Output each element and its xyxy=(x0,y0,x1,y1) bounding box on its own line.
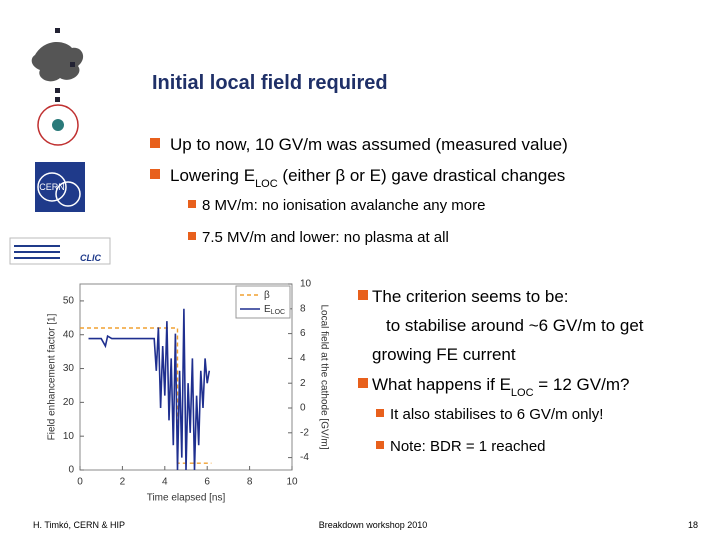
text-segment: growing FE current xyxy=(372,345,516,364)
chart: 0 2 4 6 8 10 0 10 20 30 40 50 -4 -2 0 2 4 6 8 10 Time elapse… xyxy=(47,279,330,504)
bullet-marker xyxy=(358,378,368,388)
text-segment: LOC xyxy=(511,387,534,399)
bullet-text: 8 MV/m: no ionisation avalanche any more xyxy=(202,197,485,214)
bullet-marker xyxy=(358,290,368,300)
footer-event: Breakdown workshop 2010 xyxy=(319,520,428,530)
bullet-marker xyxy=(150,138,160,148)
text-segment: Note: BDR = 1 reached xyxy=(390,438,546,455)
x-tick-label: 2 xyxy=(120,477,126,488)
bullet-text: It also stabilises to 6 GV/m only! xyxy=(390,406,603,423)
logo-cern: CERN xyxy=(35,162,85,212)
x-axis-title: Time elapsed [ns] xyxy=(147,493,226,504)
logo-ring xyxy=(37,97,79,146)
logo-text: CERN xyxy=(39,182,65,192)
text-segment: 8 MV/m: no ionisation avalanche any more xyxy=(202,197,485,214)
bullet-text: Lowering ELOC (either β or E) gave drast… xyxy=(170,166,565,190)
bullet-marker xyxy=(188,200,196,208)
bullet-text: Note: BDR = 1 reached xyxy=(390,438,546,455)
legend-label: β xyxy=(264,290,270,301)
bullet-text: to stabilise around ~6 GV/m to get xyxy=(386,316,644,335)
y-tick-label: 20 xyxy=(63,397,75,408)
text-segment: (either β or E) gave drastical changes xyxy=(278,166,566,185)
x-tick-label: 10 xyxy=(286,477,298,488)
text-segment: = 12 GV/m? xyxy=(534,375,630,394)
bullet-text: 7.5 MV/m and lower: no plasma at all xyxy=(202,229,449,246)
legend-subscript: LOC xyxy=(271,309,285,316)
bullet-text: growing FE current xyxy=(372,345,516,364)
legend-label: ELOC xyxy=(264,304,285,317)
x-tick-label: 0 xyxy=(77,477,83,488)
x-tick-label: 4 xyxy=(162,477,168,488)
y-axis-title: Field enhancement factor [1] xyxy=(47,313,58,440)
bullet-text: The criterion seems to be: xyxy=(372,287,569,306)
x-tick-label: 6 xyxy=(204,477,210,488)
y2-tick-label: 2 xyxy=(300,378,306,389)
legend-box xyxy=(235,285,291,319)
text-segment: It also stabilises to 6 GV/m only! xyxy=(390,406,603,423)
text-segment: Up to now, 10 GV/m was assumed (measured… xyxy=(170,135,568,154)
text-segment: What happens if E xyxy=(372,375,511,394)
bullet-marker xyxy=(188,232,196,240)
y-tick-label: 30 xyxy=(63,363,75,374)
y2-tick-label: 0 xyxy=(300,403,306,414)
bullet-text: What happens if ELOC = 12 GV/m? xyxy=(372,375,629,399)
y2-tick-label: -2 xyxy=(300,427,309,438)
series-line xyxy=(88,308,211,471)
y-tick-label: 10 xyxy=(63,431,75,442)
footer-page: 18 xyxy=(688,520,698,530)
text-segment: The criterion seems to be: xyxy=(372,287,569,306)
text-segment: LOC xyxy=(255,178,278,190)
x-tick-label: 8 xyxy=(247,477,253,488)
y2-tick-label: 4 xyxy=(300,353,306,364)
legend-name: E xyxy=(264,304,271,315)
y2-tick-label: 6 xyxy=(300,328,306,339)
footer-author: H. Timkó, CERN & HIP xyxy=(33,520,125,530)
y2-tick-label: -4 xyxy=(300,452,309,463)
y2-tick-label: 10 xyxy=(300,279,312,290)
bullet-text: Up to now, 10 GV/m was assumed (measured… xyxy=(170,135,568,154)
logo-clic: CLIC xyxy=(9,237,111,265)
y2-tick-label: 8 xyxy=(300,303,306,314)
y2-axis-title: Local field at the cathode [GV/m] xyxy=(318,304,329,449)
text-segment: Lowering E xyxy=(170,166,255,185)
bullet-list: Up to now, 10 GV/m was assumed (measured… xyxy=(150,135,644,455)
text-segment: to stabilise around ~6 GV/m to get xyxy=(386,316,644,335)
legend-name: β xyxy=(264,290,270,301)
logo-hip xyxy=(31,28,84,93)
bullet-marker xyxy=(376,409,384,417)
bullet-marker xyxy=(376,441,384,449)
bullet-marker xyxy=(150,169,160,179)
logo-text: CLIC xyxy=(80,253,101,263)
slide-title: Initial local field required xyxy=(152,72,388,94)
y-tick-label: 40 xyxy=(63,329,75,340)
y-tick-label: 50 xyxy=(63,296,75,307)
text-segment: 7.5 MV/m and lower: no plasma at all xyxy=(202,229,449,246)
y-tick-label: 0 xyxy=(68,465,74,476)
